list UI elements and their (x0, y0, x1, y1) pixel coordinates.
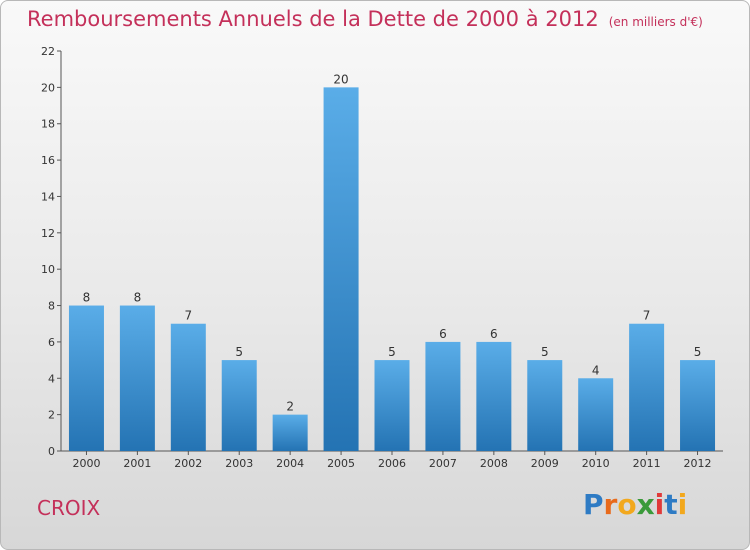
bar-value-label: 6 (439, 327, 447, 341)
bar-2001 (119, 305, 155, 451)
x-tick-label: 2008 (480, 457, 508, 470)
y-tick-label: 6 (48, 336, 55, 349)
y-tick-label: 2 (48, 409, 55, 422)
proxiti-logo: Proxiti (583, 488, 688, 521)
y-tick-label: 0 (48, 445, 55, 458)
x-tick-label: 2006 (378, 457, 406, 470)
bar-2002 (170, 323, 206, 451)
bar-2000 (68, 305, 104, 451)
bar-value-label: 5 (235, 345, 243, 359)
y-tick-label: 4 (48, 372, 55, 385)
chart-subtitle: (en milliers d'€) (608, 15, 703, 29)
bar-value-label: 5 (541, 345, 549, 359)
chart-title: Remboursements Annuels de la Dette de 20… (27, 7, 703, 31)
y-axis: 0 2 4 6 8 10 12 14 16 18 20 22 (41, 45, 62, 458)
y-tick-label: 20 (41, 81, 55, 94)
bar-2006 (374, 360, 410, 451)
bar-value-label: 2 (286, 400, 294, 414)
bar-2011 (629, 323, 665, 451)
bar-value-label: 7 (184, 309, 192, 323)
y-tick-label: 10 (41, 263, 55, 276)
y-tick-label: 12 (41, 227, 55, 240)
bar-2012 (680, 360, 716, 451)
bar-2010 (578, 378, 614, 451)
y-tick-label: 8 (48, 300, 55, 313)
x-tick-label: 2000 (72, 457, 100, 470)
x-tick-label: 2005 (327, 457, 355, 470)
y-tick-label: 18 (41, 118, 55, 131)
x-tick-label: 2002 (174, 457, 202, 470)
bar-value-label: 20 (333, 72, 348, 86)
bar-2003 (221, 360, 257, 451)
bars: 8 8 7 5 2 20 5 6 6 5 4 7 5 (68, 72, 716, 451)
y-tick-label: 14 (41, 190, 55, 203)
chart-title-text: Remboursements Annuels de la Dette de 20… (27, 7, 599, 31)
bar-2005 (323, 87, 359, 451)
bar-value-label: 5 (694, 345, 702, 359)
bar-value-label: 5 (388, 345, 396, 359)
x-tick-label: 2007 (429, 457, 457, 470)
x-tick-label: 2001 (123, 457, 151, 470)
commune-name: CROIX (37, 496, 101, 520)
bar-2004 (272, 414, 308, 451)
bar-value-label: 4 (592, 363, 600, 377)
x-tick-label: 2010 (582, 457, 610, 470)
bar-value-label: 6 (490, 327, 498, 341)
bar-2009 (527, 360, 563, 451)
y-tick-label: 16 (41, 154, 55, 167)
y-tick-label: 22 (41, 45, 55, 58)
x-tick-label: 2003 (225, 457, 253, 470)
x-axis: 2000 2001 2002 2003 2004 2005 2006 2007 2008 2009… (61, 450, 723, 470)
x-tick-label: 2004 (276, 457, 304, 470)
bar-value-label: 8 (83, 291, 91, 305)
bar-2008 (476, 341, 512, 451)
bar-value-label: 8 (134, 291, 142, 305)
bar-2007 (425, 341, 461, 451)
x-tick-label: 2009 (531, 457, 559, 470)
x-tick-label: 2011 (633, 457, 661, 470)
x-tick-label: 2012 (684, 457, 712, 470)
bar-value-label: 7 (643, 309, 651, 323)
